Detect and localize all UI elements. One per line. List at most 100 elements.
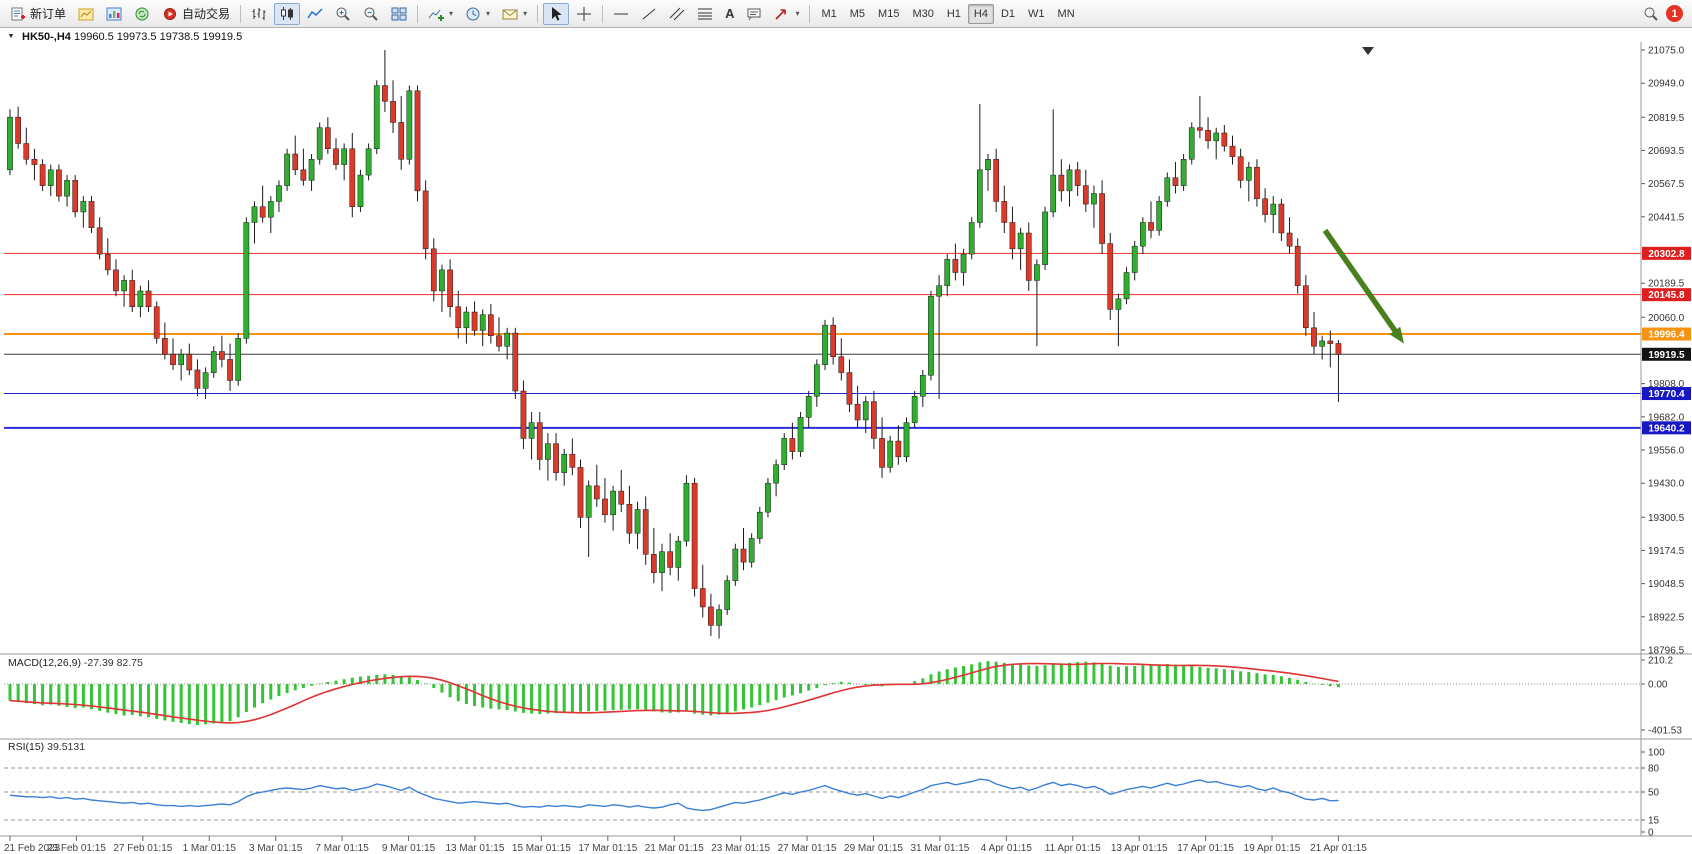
timeframe-m5-button[interactable]: M5 (844, 4, 871, 24)
chart-shift-marker (1362, 47, 1374, 55)
svg-text:20189.5: 20189.5 (1648, 279, 1685, 290)
svg-text:19640.2: 19640.2 (1648, 423, 1685, 434)
svg-text:19770.4: 19770.4 (1648, 389, 1685, 400)
svg-text:19808.0: 19808.0 (1648, 379, 1685, 390)
timeframe-h4-button[interactable]: H4 (967, 3, 994, 24)
caret-down-icon: ▾ (486, 9, 491, 18)
indicators-button[interactable]: ▾ (423, 3, 458, 25)
fibonacci-icon (697, 6, 713, 22)
timeframe-w1-button[interactable]: W1 (1022, 4, 1051, 24)
svg-text:31 Mar 01:15: 31 Mar 01:15 (910, 843, 969, 854)
svg-text:80: 80 (1648, 764, 1660, 775)
text-label-button[interactable] (741, 3, 767, 25)
trend-arrow[interactable] (1322, 228, 1404, 344)
timeframe-m1-button[interactable]: M1 (815, 4, 842, 24)
toolbar-separator (809, 4, 811, 23)
new-order-icon (10, 6, 26, 22)
svg-text:15: 15 (1648, 816, 1660, 827)
cursor-button[interactable] (543, 2, 570, 25)
notification-badge[interactable]: 1 (1666, 5, 1683, 22)
candle-series (7, 50, 1342, 639)
cursor-icon (552, 6, 562, 21)
search-button[interactable] (1638, 3, 1664, 25)
text-button[interactable]: A (720, 3, 739, 25)
candlestick-chart-icon (279, 6, 295, 22)
timeframe-mn-button[interactable]: MN (1052, 4, 1081, 24)
svg-text:20060.0: 20060.0 (1648, 313, 1685, 324)
tile-windows-button[interactable] (386, 3, 412, 25)
fibonacci-button[interactable] (692, 3, 718, 25)
svg-text:19300.5: 19300.5 (1648, 513, 1685, 524)
arrow-tool-icon (774, 6, 790, 22)
svg-text:19174.5: 19174.5 (1648, 546, 1685, 557)
zoom-out-icon (363, 6, 379, 22)
templates-button[interactable]: ▾ (497, 3, 532, 25)
rsi-panel: 100 80 50 150 (4, 748, 1665, 839)
chart-line-button[interactable] (302, 3, 328, 25)
svg-text:17 Mar 01:15: 17 Mar 01:15 (578, 843, 637, 854)
profiles-button[interactable] (101, 3, 127, 25)
charts-icon (78, 6, 94, 22)
chart-canvas[interactable]: 21075.0 20949.0 20819.5 20693.5 20567.5 20441… (0, 28, 1692, 854)
chart-dropdown-button[interactable]: ▼ (4, 31, 18, 43)
svg-text:20567.5: 20567.5 (1648, 179, 1685, 190)
arrows-button[interactable]: ▾ (769, 3, 804, 25)
timeframe-m30-button[interactable]: M30 (906, 4, 939, 24)
data-window-icon (134, 6, 150, 22)
timeframe-d1-button[interactable]: D1 (995, 4, 1021, 24)
line-chart-icon (307, 6, 323, 22)
svg-text:-401.53: -401.53 (1648, 726, 1682, 737)
trendline-button[interactable] (636, 3, 662, 25)
macd-label: MACD(12,26,9) (8, 657, 81, 669)
svg-text:23 Mar 01:15: 23 Mar 01:15 (711, 843, 770, 854)
svg-text:19996.4: 19996.4 (1648, 330, 1685, 341)
zoom-in-button[interactable] (330, 3, 356, 25)
notification-count: 1 (1671, 7, 1678, 20)
level-lines[interactable]: 20302.8 20145.8 19996.4 19919.5 19770.4 19640… (4, 246, 1691, 435)
caret-down-icon: ▾ (795, 9, 800, 18)
chart-area: 21075.0 20949.0 20819.5 20693.5 20567.5 20441… (0, 28, 1692, 854)
svg-text:21 Mar 01:15: 21 Mar 01:15 (645, 843, 704, 854)
svg-text:29 Mar 01:15: 29 Mar 01:15 (844, 843, 903, 854)
chart-candles-button[interactable] (274, 2, 301, 25)
channel-icon (669, 6, 685, 22)
trendline-icon (641, 6, 657, 22)
svg-text:19 Apr 01:15: 19 Apr 01:15 (1244, 843, 1301, 854)
crosshair-button[interactable] (571, 3, 597, 25)
macd-values: -27.39 82.75 (83, 657, 143, 669)
svg-text:19682.0: 19682.0 (1648, 412, 1685, 423)
auto-trading-button[interactable]: 自动交易 (157, 3, 235, 25)
indicators-icon (428, 6, 444, 22)
chart-bars-button[interactable] (246, 3, 272, 25)
rsi-title: RSI(15) 39.5131 (8, 741, 85, 753)
horizontal-line-button[interactable] (608, 3, 634, 25)
svg-text:20949.0: 20949.0 (1648, 79, 1685, 90)
timeframe-h1-button[interactable]: H1 (941, 4, 967, 24)
caret-down-icon: ▾ (449, 9, 454, 18)
svg-text:23 Feb 01:15: 23 Feb 01:15 (47, 843, 106, 854)
svg-text:19048.5: 19048.5 (1648, 579, 1685, 590)
svg-text:20819.5: 20819.5 (1648, 113, 1685, 124)
clock-icon (465, 6, 481, 22)
svg-text:20693.5: 20693.5 (1648, 146, 1685, 157)
new-order-button[interactable]: 新订单 (5, 3, 71, 25)
charts-button[interactable] (73, 3, 99, 25)
toolbar-separator (417, 4, 419, 23)
data-window-button[interactable] (129, 3, 155, 25)
svg-text:13 Mar 01:15: 13 Mar 01:15 (445, 843, 504, 854)
svg-text:19430.0: 19430.0 (1648, 479, 1685, 490)
svg-text:0.00: 0.00 (1648, 680, 1668, 691)
timeframe-m15-button[interactable]: M15 (872, 4, 905, 24)
period-menu-button[interactable]: ▾ (460, 3, 495, 25)
svg-text:4 Apr 01:15: 4 Apr 01:15 (981, 843, 1033, 854)
chart-title: HK50-,H4 19960.5 19973.5 19738.5 19919.5 (22, 31, 242, 43)
svg-text:15 Mar 01:15: 15 Mar 01:15 (512, 843, 571, 854)
rsi-label: RSI(15) (8, 741, 45, 753)
svg-text:19556.0: 19556.0 (1648, 446, 1685, 457)
zoom-out-button[interactable] (358, 3, 384, 25)
channel-button[interactable] (664, 3, 690, 25)
auto-trading-label: 自动交易 (182, 7, 231, 21)
svg-text:100: 100 (1648, 748, 1665, 759)
svg-text:21075.0: 21075.0 (1648, 46, 1685, 57)
